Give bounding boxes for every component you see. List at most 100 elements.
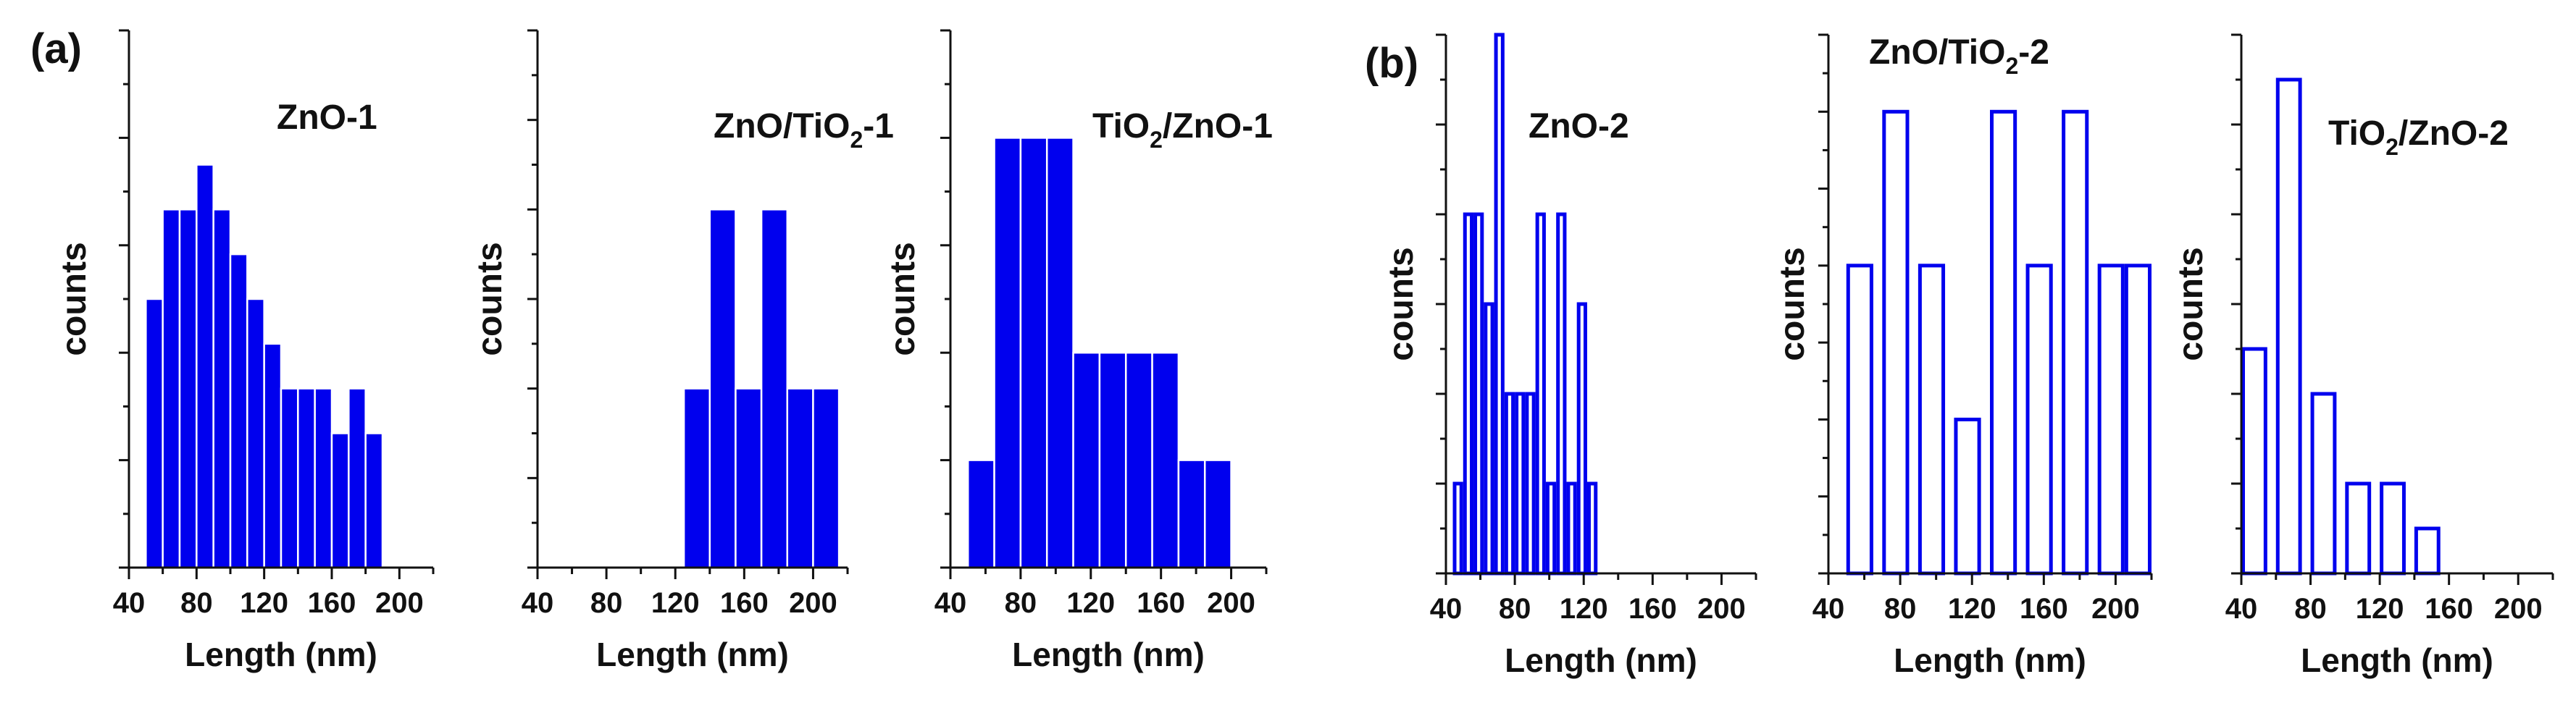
- y-axis-label: counts: [55, 242, 93, 355]
- histogram-bar: [1918, 264, 1946, 576]
- histogram-bar: [1124, 351, 1153, 569]
- x-tick-label: 80: [2294, 593, 2327, 625]
- histogram-bar: [1545, 481, 1557, 576]
- x-tick-label: 200: [1207, 587, 1255, 619]
- panel-label-b: (b): [1365, 40, 1419, 87]
- histogram-bar: [1846, 264, 1873, 576]
- histogram-bar: [735, 387, 763, 569]
- y-axis-label: counts: [884, 242, 922, 355]
- x-tick-label: 160: [2020, 593, 2068, 625]
- chart-title: TiO2/ZnO-1: [1092, 107, 1273, 153]
- chart-title: ZnO-1: [277, 98, 377, 137]
- x-tick-label: 120: [1948, 593, 1996, 625]
- histogram-bar: [1484, 302, 1494, 576]
- x-tick-label: 80: [590, 587, 623, 619]
- x-tick-label: 200: [2091, 593, 2140, 625]
- x-tick-label: 120: [651, 587, 700, 619]
- histogram-bar: [1576, 302, 1587, 576]
- histogram-bar: [314, 387, 333, 569]
- histogram-bar: [1515, 392, 1526, 576]
- chart-title: ZnO/TiO2-1: [714, 107, 894, 153]
- x-tick-label: 120: [1560, 593, 1608, 625]
- chart-title: ZnO-2: [1529, 107, 1629, 146]
- x-tick-label: 120: [1066, 587, 1115, 619]
- histogram-bar: [2275, 77, 2302, 576]
- x-tick-label: 40: [1812, 593, 1845, 625]
- histogram-bar: [2025, 264, 2053, 576]
- histogram-bar: [1586, 481, 1598, 576]
- x-tick-label: 120: [2356, 593, 2404, 625]
- histogram-bar: [2414, 526, 2441, 576]
- histogram-bar: [178, 209, 198, 569]
- histogram-bar: [2241, 347, 2267, 576]
- histogram-bar: [280, 387, 299, 569]
- histogram-bar: [1452, 481, 1463, 576]
- x-tick-label: 120: [240, 587, 288, 619]
- histogram-bar: [212, 209, 232, 569]
- x-axis-label: Length (nm): [1505, 641, 1697, 679]
- histogram-bar: [2124, 264, 2151, 576]
- histogram-bar: [760, 209, 789, 569]
- x-tick-label: 80: [180, 587, 213, 619]
- y-axis-label: counts: [471, 242, 509, 355]
- histogram-bar: [2310, 392, 2337, 576]
- histogram-bar: [2097, 264, 2125, 576]
- x-axis-label: Length (nm): [596, 636, 789, 673]
- histogram-bar: [1556, 212, 1567, 576]
- x-tick-label: 200: [2494, 593, 2543, 625]
- histogram-bar: [786, 387, 814, 569]
- histogram-bar: [993, 137, 1022, 569]
- x-tick-label: 160: [720, 587, 769, 619]
- x-tick-label: 200: [789, 587, 837, 619]
- x-tick-label: 160: [2425, 593, 2473, 625]
- histogram-bar: [246, 298, 265, 569]
- histogram-bar: [1463, 212, 1474, 576]
- panel-label-a: (a): [30, 25, 82, 72]
- x-tick-label: 160: [1137, 587, 1185, 619]
- x-tick-label: 200: [1697, 593, 1746, 625]
- x-tick-label: 80: [1499, 593, 1531, 625]
- histogram-bar: [196, 164, 214, 569]
- histogram-bar: [2062, 109, 2089, 576]
- histogram-bar: [1504, 392, 1515, 576]
- histogram-bar: [1566, 481, 1577, 576]
- histogram-bar: [1151, 351, 1180, 569]
- histogram-bar: [2345, 481, 2372, 576]
- x-tick-label: 80: [1884, 593, 1917, 625]
- histogram-bar: [1019, 137, 1048, 569]
- x-tick-label: 160: [308, 587, 356, 619]
- histogram-bar: [1954, 417, 1981, 576]
- x-tick-label: 160: [1628, 593, 1677, 625]
- histogram-bar: [297, 387, 316, 569]
- x-tick-label: 200: [375, 587, 424, 619]
- histogram-bar: [1525, 392, 1536, 576]
- histogram-bar: [2380, 481, 2406, 576]
- histogram-bar: [682, 387, 711, 569]
- histogram-bar: [708, 209, 737, 569]
- x-axis-label: Length (nm): [2301, 641, 2493, 679]
- histogram-bar: [1990, 109, 2017, 576]
- histogram-bar: [162, 209, 181, 569]
- histogram-panel-1: 40 80 120 160 200 Length (nm) counts ZnO-1: [55, 29, 435, 673]
- x-tick-label: 40: [522, 587, 554, 619]
- histogram-bar: [348, 387, 367, 569]
- histogram-bar: [1473, 212, 1484, 576]
- histogram-bar: [1177, 459, 1206, 569]
- y-axis-label: counts: [1382, 247, 1421, 361]
- x-axis-label: Length (nm): [1012, 636, 1205, 673]
- histogram-bar: [330, 432, 350, 569]
- y-axis-label: counts: [1773, 247, 1812, 361]
- histogram-bar: [1072, 351, 1101, 569]
- x-tick-label: 40: [934, 587, 967, 619]
- y-axis-label: counts: [2172, 247, 2210, 361]
- histogram-bar: [145, 298, 164, 569]
- x-tick-label: 80: [1005, 587, 1037, 619]
- x-tick-label: 40: [2225, 593, 2258, 625]
- chart-title: TiO2/ZnO-2: [2328, 114, 2509, 160]
- x-tick-label: 40: [1430, 593, 1463, 625]
- x-axis-label: Length (nm): [185, 636, 377, 673]
